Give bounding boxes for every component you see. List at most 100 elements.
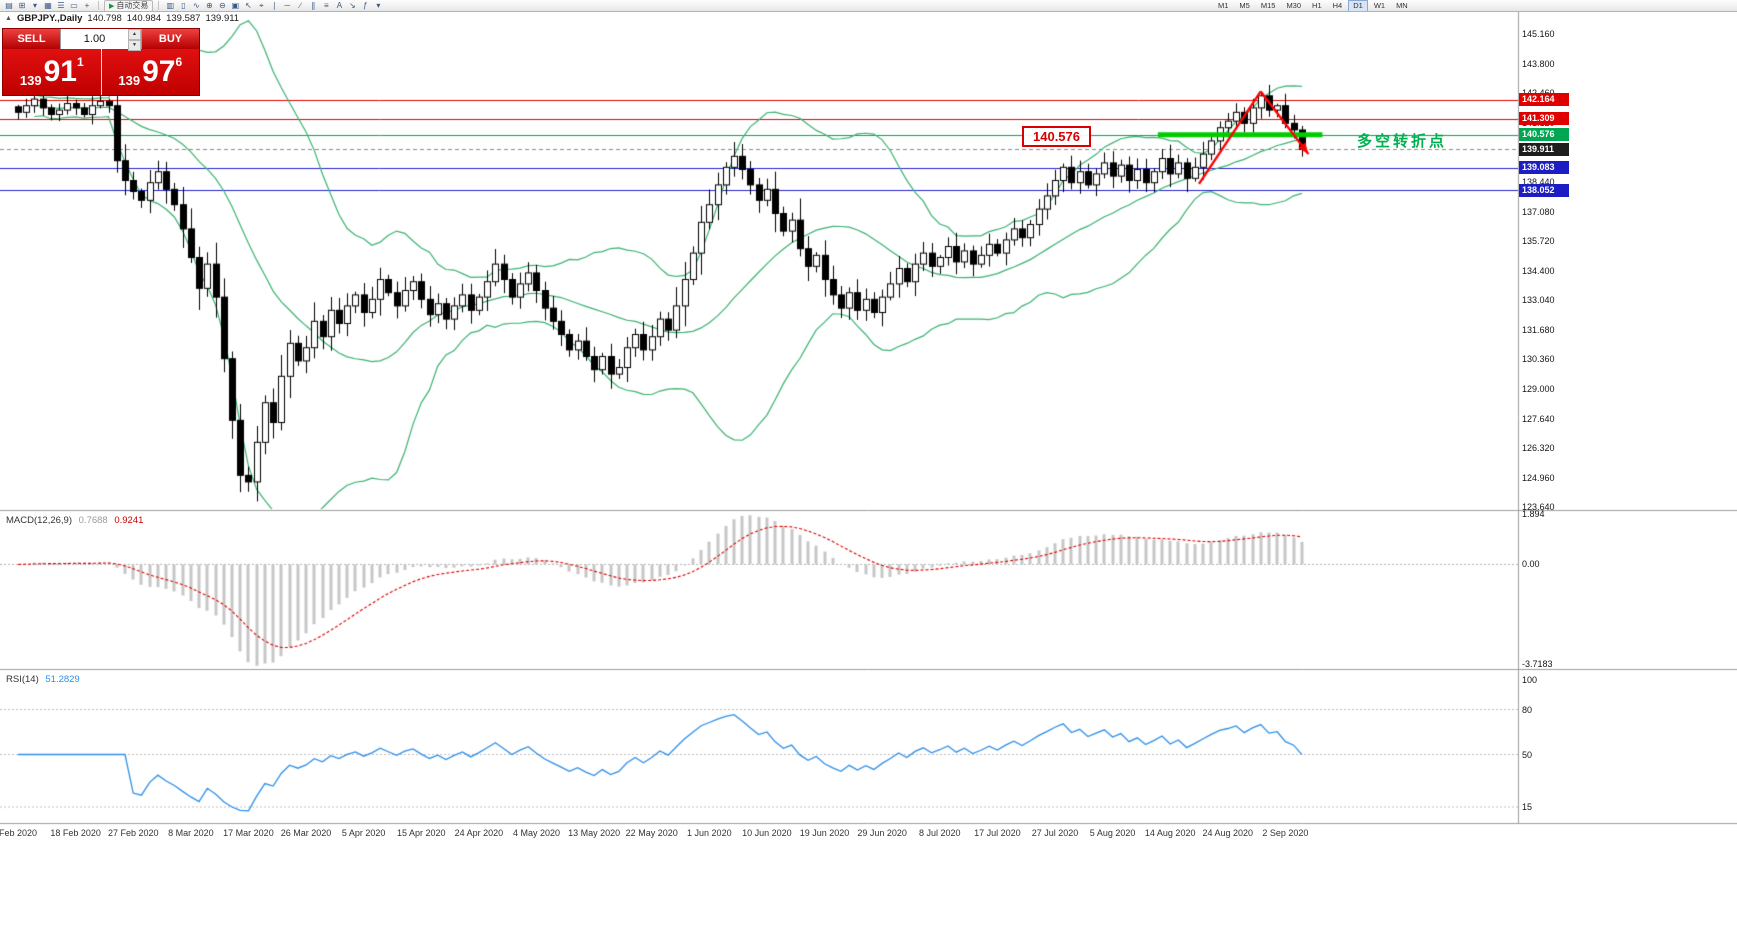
cursor-icon[interactable]: ↖ <box>245 1 252 10</box>
date-axis-label: 2 Sep 2020 <box>1262 828 1309 838</box>
price-line-badge: 139.083 <box>1519 161 1569 175</box>
price-line-badge: 140.576 <box>1519 128 1569 142</box>
trade-widget-header: SELL 1.00 ▲ ▼ BUY <box>3 29 199 51</box>
buy-price-prefix: 139 <box>118 73 141 88</box>
date-axis-label: 27 Jul 2020 <box>1031 828 1079 838</box>
indicators-icon[interactable]: ƒ <box>363 1 368 10</box>
symbol-info-bar: ▲ GBPJPY.,Daily 140.798 140.984 139.587 … <box>5 13 239 24</box>
auto-trading-button[interactable]: ▶ 自动交易 <box>104 0 154 11</box>
new-chart-icon[interactable]: ⊞ <box>18 1 26 10</box>
date-axis-label: 27 Feb 2020 <box>107 828 159 838</box>
vertical-line-icon[interactable]: ∣ <box>272 1 277 10</box>
turning-point-note[interactable]: 多空转折点 <box>1357 133 1448 150</box>
crosshair-icon[interactable]: ⌖ <box>259 0 264 10</box>
price-callout-label[interactable]: 140.576 <box>1022 126 1091 147</box>
price-line-badge: 142.164 <box>1519 93 1569 107</box>
buy-price-pip: 6 <box>175 55 183 69</box>
toolbar-separator <box>98 1 99 10</box>
sell-price-pip: 1 <box>76 55 84 69</box>
toolbar-icon-group-right: ▥ ▯ ∿ ⊕ ⊖ ▣ ↖ ⌖ ∣ ─ ∕ ∥ ≡ A ↘ ƒ ▾ <box>164 1 384 11</box>
volume-down-button[interactable]: ▼ <box>128 40 141 51</box>
macd-axis-label: -3.7183 <box>1522 659 1553 670</box>
price-axis-label: 134.400 <box>1522 265 1555 276</box>
date-axis-label: 18 Feb 2020 <box>50 828 101 838</box>
auto-trading-label: 自动交易 <box>116 1 149 10</box>
date-axis-label: 4 May 2020 <box>512 828 560 838</box>
top-toolbar: ▤ ⊞ ▾ ▦ ☰ ▭ + ▶ 自动交易 ▥ ▯ ∿ ⊕ ⊖ ▣ ↖ ⌖ ∣ ─ ∕ ∥ ≡ A ↘ ƒ ▾ M1 M5 M15… <box>0 0 1737 12</box>
sell-price-panel[interactable]: 139 91 1 <box>3 49 102 95</box>
chart-window-icon[interactable]: ▤ <box>5 1 13 10</box>
timeframe-h4-button[interactable]: H4 <box>1332 0 1343 10</box>
price-axis-label: 142.460 <box>1522 88 1555 98</box>
rsi-indicator-label: RSI(14) 51.2829 <box>6 674 80 685</box>
rsi-axis-label: 15 <box>1522 802 1533 812</box>
horizontal-line-icon[interactable]: ─ <box>284 1 291 10</box>
buy-price-panel[interactable]: 139 97 6 <box>102 49 200 95</box>
timeframe-h1-button[interactable]: H1 <box>1312 0 1322 10</box>
toolbar-icon-group-left: ▤ ⊞ ▾ ▦ ☰ ▭ + <box>3 1 93 11</box>
line-chart-icon[interactable]: ∿ <box>193 1 200 10</box>
new-order-icon[interactable]: + <box>84 1 90 10</box>
rsi-axis-label: 50 <box>1522 749 1533 760</box>
price-axis-label: 129.000 <box>1522 384 1555 395</box>
toolbar-separator <box>158 1 160 10</box>
timeframe-m1-button[interactable]: M1 <box>1218 0 1229 10</box>
volume-stepper: ▲ ▼ <box>128 29 141 51</box>
buy-price-digits: 97 <box>142 55 176 88</box>
macd-indicator-label: MACD(12,26,9) 0.7688 0.9241 <box>6 515 143 526</box>
zoom-out-icon[interactable]: ⊖ <box>219 1 226 10</box>
trendline-icon[interactable]: ∕ <box>299 1 302 10</box>
fibonacci-icon[interactable]: ≡ <box>324 1 329 10</box>
timeframe-mn-button[interactable]: MN <box>1396 0 1408 10</box>
price-axis-label: 133.040 <box>1522 295 1555 306</box>
timeframe-toolbar: M1 M5 M15 M30 H1 H4 D1 W1 MN <box>1213 0 1413 11</box>
navigator-icon[interactable]: ☰ <box>57 1 65 10</box>
date-axis-label: 22 May 2020 <box>625 828 678 838</box>
market-watch-icon[interactable]: ▦ <box>44 1 52 10</box>
timeframe-w1-button[interactable]: W1 <box>1373 0 1386 10</box>
trade-widget-prices: 139 91 1 139 97 6 <box>3 49 199 95</box>
macd-axis-label: 1.894 <box>1522 508 1545 519</box>
price-line-badge: 141.309 <box>1519 112 1569 126</box>
volume-input[interactable]: 1.00 <box>83 33 106 45</box>
ohlc-open: 140.798 <box>87 13 122 24</box>
date-axis-label: 13 May 2020 <box>568 828 621 838</box>
arrow-object-icon[interactable]: ↘ <box>349 1 356 10</box>
price-axis-label: 143.800 <box>1522 58 1555 69</box>
ohlc-close: 139.911 <box>205 13 240 24</box>
symbol-expand-icon[interactable]: ▲ <box>5 15 12 22</box>
macd-name: MACD(12,26,9) <box>6 515 72 526</box>
terminal-icon[interactable]: ▭ <box>70 1 78 10</box>
date-axis-label: 26 Mar 2020 <box>280 828 332 838</box>
price-axis-label: 127.640 <box>1522 413 1555 424</box>
timeframe-d1-button[interactable]: D1 <box>1348 0 1368 11</box>
bar-chart-icon[interactable]: ▥ <box>166 1 175 10</box>
date-axis-label: 29 Jun 2020 <box>857 828 907 838</box>
timeframe-m15-button[interactable]: M15 <box>1260 0 1276 10</box>
rsi-axis-label: 80 <box>1522 704 1533 715</box>
macd-axis-label: 0.00 <box>1522 559 1540 570</box>
zoom-in-icon[interactable]: ⊕ <box>206 1 213 10</box>
date-axis-label: 5 Aug 2020 <box>1089 828 1136 838</box>
buy-button[interactable]: BUY <box>142 29 199 49</box>
volume-field: 1.00 ▲ ▼ <box>60 29 142 51</box>
price-axis-label: 137.080 <box>1522 206 1555 217</box>
indicators-dropdown-icon[interactable]: ▾ <box>376 1 381 10</box>
date-axis-label: 8 Jul 2020 <box>918 828 961 838</box>
timeframe-m30-button[interactable]: M30 <box>1286 0 1302 10</box>
macd-signal-value: 0.9241 <box>114 515 144 526</box>
sell-button[interactable]: SELL <box>3 29 60 49</box>
sell-price-digits: 91 <box>43 55 77 88</box>
channel-icon[interactable]: ∥ <box>311 1 316 10</box>
chart-dropdown-icon[interactable]: ▾ <box>32 1 37 10</box>
date-axis-label: 19 Jun 2020 <box>799 828 850 838</box>
volume-up-button[interactable]: ▲ <box>128 29 141 40</box>
date-axis-label: 24 Apr 2020 <box>454 828 504 838</box>
tile-windows-icon[interactable]: ▣ <box>231 1 240 10</box>
one-click-trading-widget: SELL 1.00 ▲ ▼ BUY 139 91 1 139 97 6 <box>2 28 200 96</box>
candle-chart-icon[interactable]: ▯ <box>181 1 186 10</box>
timeframe-m5-button[interactable]: M5 <box>1239 0 1250 10</box>
text-label-icon[interactable]: A <box>336 1 343 10</box>
date-axis-label: Feb 2020 <box>0 828 38 838</box>
